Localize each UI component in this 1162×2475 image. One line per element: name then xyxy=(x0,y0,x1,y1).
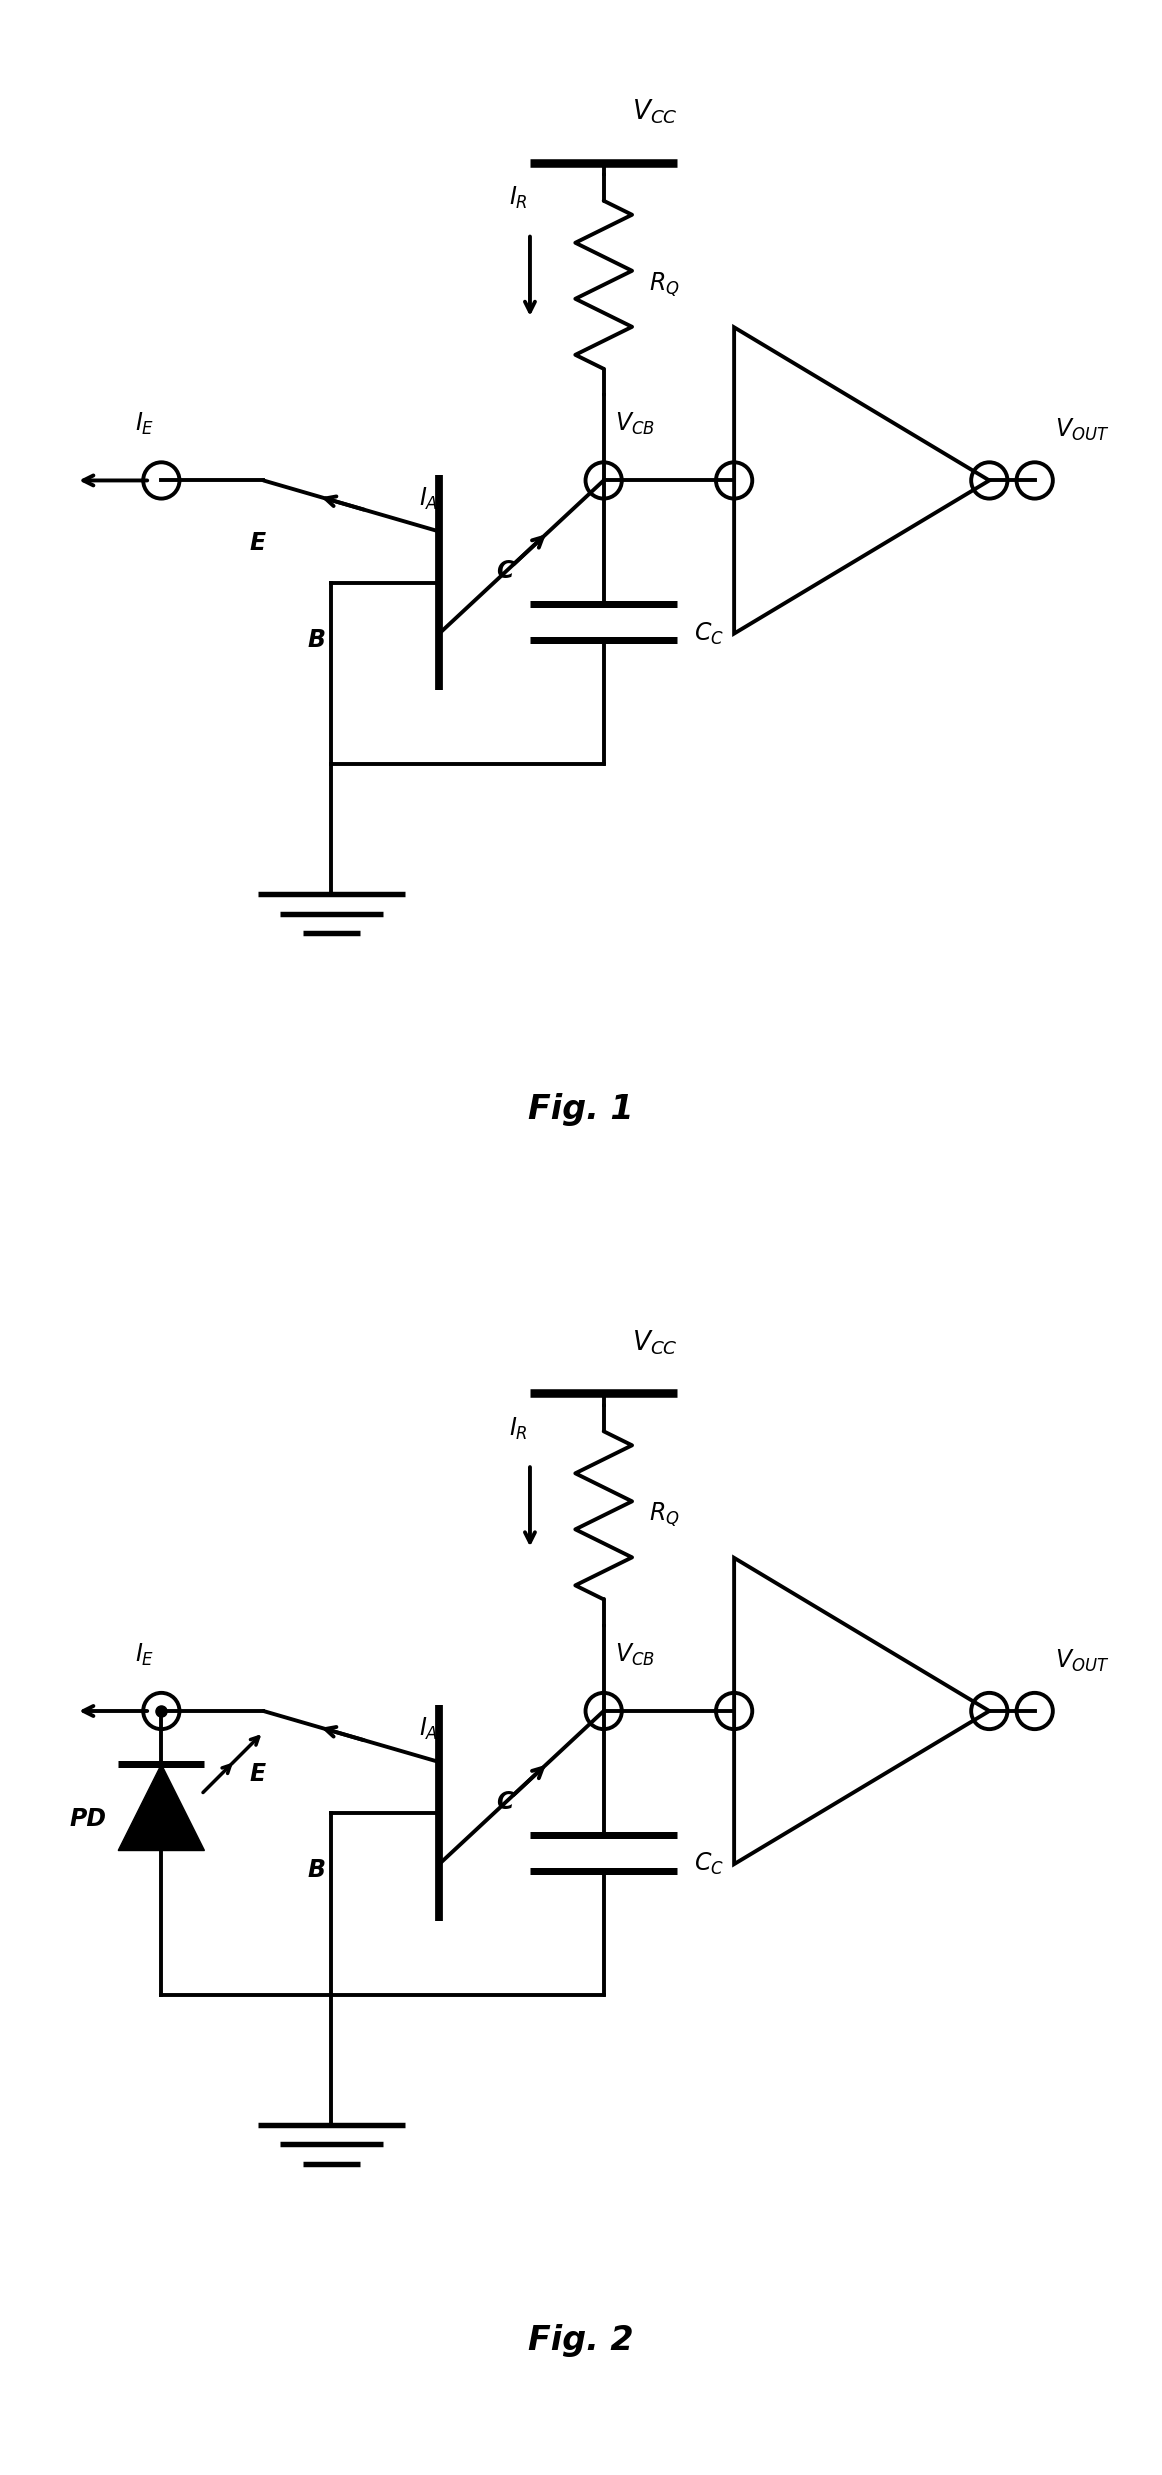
Text: B: B xyxy=(308,629,325,651)
Text: $C_C$: $C_C$ xyxy=(695,621,724,646)
Text: C: C xyxy=(496,1789,514,1814)
Text: $R_Q$: $R_Q$ xyxy=(650,270,680,299)
Text: E: E xyxy=(250,532,266,554)
Text: $V_{OUT}$: $V_{OUT}$ xyxy=(1055,1648,1110,1673)
Text: $I_A$: $I_A$ xyxy=(419,485,438,512)
Text: Fig. 1: Fig. 1 xyxy=(529,1094,633,1126)
Text: C: C xyxy=(496,559,514,584)
Text: $R_Q$: $R_Q$ xyxy=(650,1502,680,1530)
Text: $I_R$: $I_R$ xyxy=(509,1416,528,1440)
Text: $V_{CC}$: $V_{CC}$ xyxy=(632,1329,677,1356)
Text: E: E xyxy=(250,1762,266,1787)
Text: $I_R$: $I_R$ xyxy=(509,186,528,210)
Text: $V_{CC}$: $V_{CC}$ xyxy=(632,97,677,126)
Polygon shape xyxy=(119,1765,205,1851)
Text: B: B xyxy=(308,1859,325,1883)
Text: $I_E$: $I_E$ xyxy=(135,1641,155,1668)
Text: PD: PD xyxy=(70,1807,107,1832)
Text: $V_{CB}$: $V_{CB}$ xyxy=(615,411,655,438)
Text: Fig. 2: Fig. 2 xyxy=(529,2324,633,2356)
Text: $V_{CB}$: $V_{CB}$ xyxy=(615,1641,655,1668)
Text: $I_E$: $I_E$ xyxy=(135,411,155,438)
Text: $C_C$: $C_C$ xyxy=(695,1851,724,1876)
Text: $I_A$: $I_A$ xyxy=(419,1715,438,1742)
Text: $V_{OUT}$: $V_{OUT}$ xyxy=(1055,416,1110,443)
